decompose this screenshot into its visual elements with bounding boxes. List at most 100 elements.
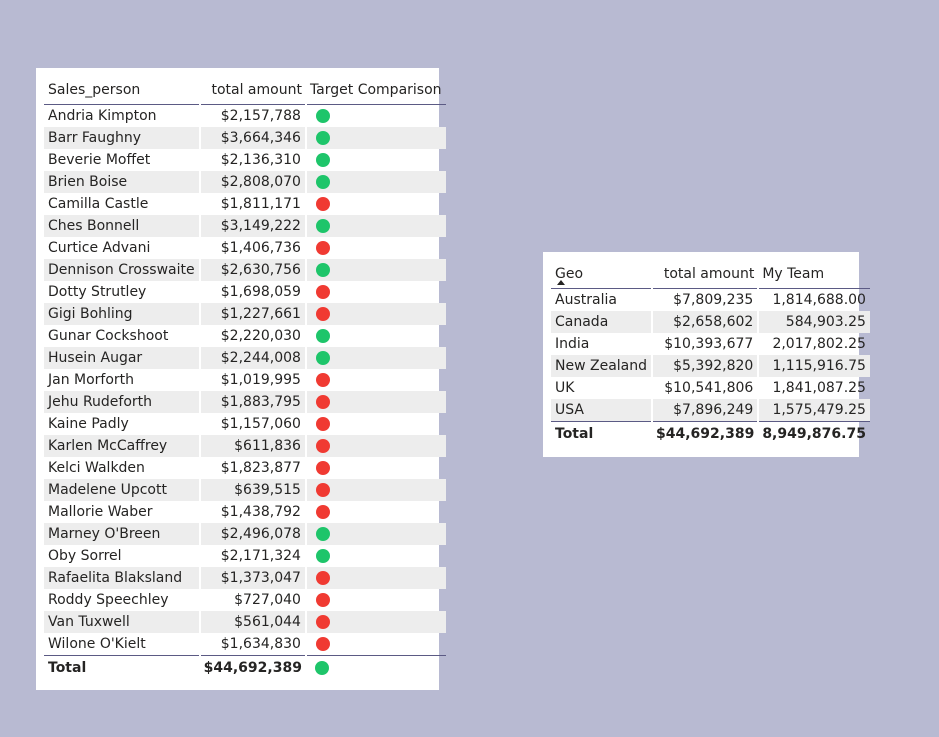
table-row[interactable]: UK $10,541,806 1,841,087.25 [551, 377, 870, 399]
total-amount-cell: $1,883,795 [199, 391, 307, 413]
table-row[interactable]: Oby Sorrel $2,171,324 [44, 545, 446, 567]
table-row[interactable]: Kaine Padly $1,157,060 [44, 413, 446, 435]
total-status-cell [306, 656, 446, 680]
table-row[interactable]: Rafaelita Blaksland $1,373,047 [44, 567, 446, 589]
table-row[interactable]: Husein Augar $2,244,008 [44, 347, 446, 369]
target-comparison-cell [306, 149, 446, 171]
target-comparison-cell [306, 501, 446, 523]
status-dot-icon [315, 571, 330, 585]
sales-person-name: Jehu Rudeforth [44, 391, 201, 413]
table-row[interactable]: Gigi Bohling $1,227,661 [44, 303, 446, 325]
target-comparison-cell [306, 413, 446, 435]
target-comparison-cell [305, 611, 446, 633]
total-amount-cell: $7,809,235 [652, 288, 760, 311]
status-dot-icon [315, 527, 330, 541]
target-comparison-cell [305, 523, 446, 545]
sales-person-name: Gunar Cockshoot [44, 325, 201, 347]
column-header-total-amount[interactable]: total amount [663, 266, 755, 282]
table-row[interactable]: Gunar Cockshoot $2,220,030 [44, 325, 446, 347]
column-header-my-team[interactable]: My Team [762, 266, 825, 282]
geo-table-body: Australia $7,809,235 1,814,688.00 Canada $2,… [551, 288, 870, 422]
target-comparison-cell [305, 479, 446, 501]
total-amount-cell: $2,808,070 [199, 171, 307, 193]
total-amount-cell: $3,664,346 [199, 127, 307, 149]
column-header-target-comparison[interactable]: Target Comparison [309, 82, 442, 98]
column-header-geo[interactable]: Geo [555, 266, 584, 282]
table-row[interactable]: USA $7,896,249 1,575,479.25 [551, 399, 870, 422]
table-row[interactable]: Marney O'Breen $2,496,078 [44, 523, 446, 545]
table-row[interactable]: Kelci Walkden $1,823,877 [44, 457, 446, 479]
target-comparison-cell [306, 633, 446, 656]
table-row[interactable]: India $10,393,677 2,017,802.25 [551, 333, 870, 355]
status-dot-icon [315, 505, 330, 519]
table-row[interactable]: Karlen McCaffrey $611,836 [44, 435, 446, 457]
table-row[interactable]: Canada $2,658,602 584,903.25 [551, 311, 870, 333]
table-row[interactable]: Dennison Crosswaite $2,630,756 [44, 259, 446, 281]
target-comparison-cell [305, 127, 446, 149]
sales-person-name: Dotty Strutley [44, 281, 201, 303]
status-dot-icon [315, 439, 330, 453]
status-dot-icon [315, 197, 330, 211]
target-comparison-cell [306, 105, 446, 128]
sort-ascending-icon[interactable] [557, 280, 565, 285]
table-row[interactable]: Mallorie Waber $1,438,792 [44, 501, 446, 523]
target-comparison-cell [306, 237, 446, 259]
total-amount-cell: $2,220,030 [199, 325, 307, 347]
total-amount-cell: $611,836 [199, 435, 307, 457]
sales-person-name: Beverie Moffet [44, 149, 201, 171]
target-comparison-cell [306, 281, 446, 303]
sales-person-name: Kelci Walkden [44, 457, 201, 479]
my-team-cell: 584,903.25 [758, 311, 870, 333]
table-row[interactable]: Barr Faughny $3,664,346 [44, 127, 446, 149]
table-row[interactable]: Curtice Advani $1,406,736 [44, 237, 446, 259]
status-dot-icon [314, 660, 329, 675]
target-comparison-cell [306, 545, 446, 567]
table-row[interactable]: Roddy Speechley $727,040 [44, 589, 446, 611]
table-row[interactable]: New Zealand $5,392,820 1,115,916.75 [551, 355, 870, 377]
target-comparison-cell [305, 435, 446, 457]
total-amount-cell: $2,496,078 [199, 523, 307, 545]
geo-table-visual[interactable]: Geo total amount My Team Australia $7,809… [543, 252, 870, 457]
status-dot-icon [315, 109, 330, 123]
column-header-total-amount[interactable]: total amount [211, 82, 302, 98]
table-row[interactable]: Camilla Castle $1,811,171 [44, 193, 446, 215]
sales-person-name: Ches Bonnell [44, 215, 201, 237]
my-team-cell: 1,575,479.25 [758, 399, 870, 422]
target-comparison-cell [305, 567, 446, 589]
table-row[interactable]: Wilone O'Kielt $1,634,830 [44, 633, 446, 656]
total-label: Total [48, 659, 87, 676]
table-row[interactable]: Dotty Strutley $1,698,059 [44, 281, 446, 303]
total-amount-cell: $1,227,661 [199, 303, 307, 325]
geo-name: UK [551, 377, 653, 399]
table-row[interactable]: Australia $7,809,235 1,814,688.00 [551, 288, 870, 311]
table-row[interactable]: Brien Boise $2,808,070 [44, 171, 446, 193]
status-dot-icon [315, 285, 330, 299]
table-row[interactable]: Andria Kimpton $2,157,788 [44, 104, 446, 128]
total-amount: $44,692,389 [203, 659, 302, 676]
target-comparison-cell [306, 369, 446, 391]
sales-person-name: Curtice Advani [44, 237, 201, 259]
total-amount-cell: $3,149,222 [199, 215, 307, 237]
table-row[interactable]: Ches Bonnell $3,149,222 [44, 215, 446, 237]
table-row[interactable]: Jehu Rudeforth $1,883,795 [44, 391, 446, 413]
total-amount-cell: $10,541,806 [652, 377, 760, 399]
sales-person-name: Camilla Castle [44, 193, 201, 215]
total-amount-cell: $1,373,047 [199, 567, 307, 589]
table-row[interactable]: Jan Morforth $1,019,995 [44, 369, 446, 391]
table-row[interactable]: Beverie Moffet $2,136,310 [44, 149, 446, 171]
column-header-sales-person[interactable]: Sales_person [48, 82, 141, 98]
total-amount: $44,692,389 [656, 425, 755, 442]
sales-table-body: Andria Kimpton $2,157,788 Barr Faughny $3,6… [44, 104, 446, 656]
my-team-cell: 1,814,688.00 [772, 292, 866, 308]
total-amount-cell: $561,044 [199, 611, 307, 633]
table-row[interactable]: Van Tuxwell $561,044 [44, 611, 446, 633]
geo-name: New Zealand [551, 355, 653, 377]
target-comparison-cell [306, 457, 446, 479]
total-amount-cell: $10,393,677 [652, 333, 760, 355]
status-dot-icon [315, 131, 330, 145]
total-amount-cell: $2,157,788 [199, 104, 307, 127]
table-row[interactable]: Madelene Upcott $639,515 [44, 479, 446, 501]
total-label: Total [555, 425, 594, 442]
sales-person-name: Dennison Crosswaite [44, 259, 201, 281]
sales-person-table-visual[interactable]: Sales_person total amount Target Compari… [36, 68, 446, 690]
